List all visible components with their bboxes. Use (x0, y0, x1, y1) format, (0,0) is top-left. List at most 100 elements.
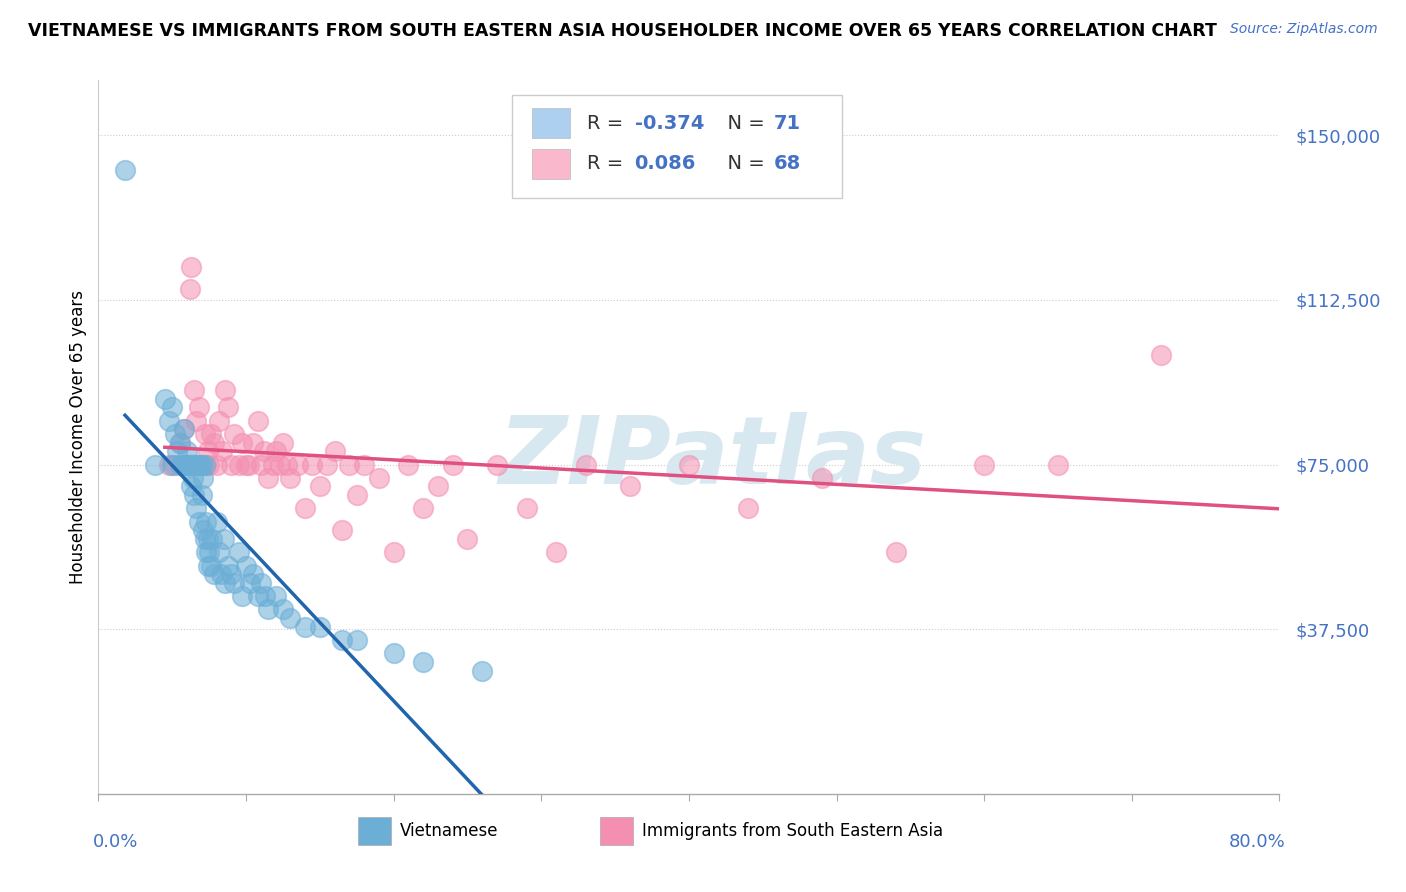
Point (162, 458, 183, 472)
FancyBboxPatch shape (512, 95, 842, 198)
Point (239, 576, 262, 591)
Point (264, 589, 287, 603)
Point (678, 458, 700, 472)
Point (269, 458, 291, 472)
Point (183, 458, 205, 472)
Point (353, 458, 375, 472)
Text: 0.0%: 0.0% (93, 833, 138, 851)
Point (176, 458, 198, 472)
Point (169, 435, 191, 450)
Point (412, 501, 434, 516)
Text: Source: ZipAtlas.com: Source: ZipAtlas.com (1230, 22, 1378, 37)
Point (194, 458, 217, 472)
Point (197, 558, 219, 573)
Point (173, 458, 195, 472)
Point (224, 426, 246, 441)
Point (180, 260, 202, 274)
Point (262, 458, 284, 472)
Point (214, 576, 236, 591)
Point (180, 458, 202, 472)
Point (200, 558, 222, 573)
Point (191, 488, 214, 502)
Point (457, 532, 479, 546)
Point (162, 401, 183, 415)
Point (619, 479, 641, 493)
Point (169, 435, 191, 450)
Point (157, 414, 180, 428)
Text: ZIPatlas: ZIPatlas (499, 412, 927, 505)
Point (205, 458, 228, 472)
Point (427, 479, 450, 493)
Point (228, 545, 250, 559)
Point (346, 488, 368, 502)
Point (201, 532, 224, 546)
Point (246, 589, 269, 603)
Point (264, 444, 287, 458)
Text: 71: 71 (773, 113, 801, 133)
Point (486, 458, 509, 472)
Point (441, 458, 464, 472)
Point (294, 620, 316, 634)
Point (884, 545, 907, 559)
Point (195, 458, 218, 472)
Text: R =: R = (588, 154, 630, 173)
Point (309, 479, 332, 493)
Point (202, 435, 225, 450)
Point (398, 458, 420, 472)
Point (228, 458, 250, 472)
Point (235, 558, 257, 573)
Point (209, 567, 232, 582)
Point (197, 444, 219, 458)
Point (231, 435, 253, 450)
Point (546, 545, 568, 559)
Point (211, 444, 233, 458)
Point (169, 458, 191, 472)
Point (330, 524, 353, 538)
Point (271, 435, 294, 450)
Point (174, 458, 197, 472)
Point (188, 458, 211, 472)
Point (184, 501, 207, 516)
Point (212, 532, 235, 546)
Point (205, 515, 228, 529)
Point (187, 458, 209, 472)
Text: 80.0%: 80.0% (1229, 833, 1285, 851)
Point (810, 471, 832, 485)
Point (214, 383, 236, 397)
Point (224, 576, 246, 591)
Point (238, 458, 260, 472)
Point (323, 444, 346, 458)
Text: N =: N = (714, 113, 770, 133)
Point (191, 458, 214, 472)
Point (276, 458, 298, 472)
Point (198, 458, 221, 472)
Text: 68: 68 (773, 154, 801, 173)
Point (200, 426, 222, 441)
Point (181, 471, 204, 485)
Point (195, 515, 218, 529)
Point (257, 471, 280, 485)
Point (179, 282, 201, 296)
Point (309, 620, 332, 634)
Point (153, 392, 176, 406)
Point (242, 567, 264, 582)
Point (181, 458, 204, 472)
Point (301, 458, 323, 472)
Point (187, 401, 209, 415)
Point (176, 458, 198, 472)
Point (516, 501, 538, 516)
Point (246, 414, 269, 428)
Point (339, 458, 361, 472)
Point (1150, 348, 1173, 362)
Point (235, 458, 257, 472)
Point (173, 422, 195, 436)
Text: R =: R = (588, 113, 630, 133)
Point (179, 458, 201, 472)
Text: N =: N = (714, 154, 770, 173)
Point (187, 515, 209, 529)
Point (208, 414, 231, 428)
Point (114, 163, 136, 178)
Point (737, 501, 759, 516)
Point (176, 444, 198, 458)
FancyBboxPatch shape (531, 108, 569, 138)
